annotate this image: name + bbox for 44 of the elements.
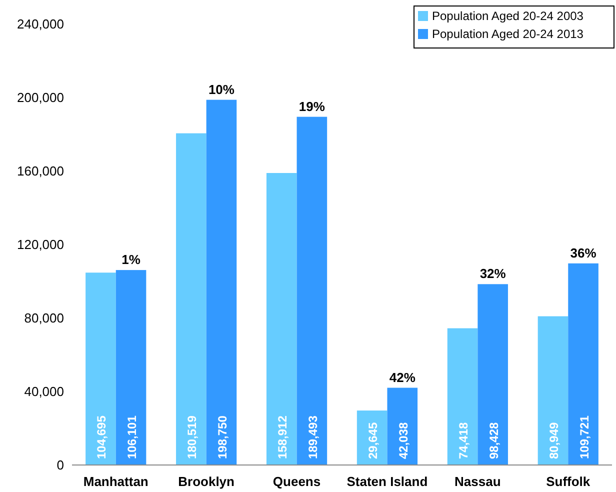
bar (266, 173, 297, 465)
y-tick-label: 120,000 (17, 237, 64, 252)
annotation: 1% (122, 252, 141, 268)
data-label: 109,721 (577, 415, 592, 459)
data-label: 106,101 (125, 415, 140, 459)
y-tick-label: 200,000 (17, 90, 64, 106)
data-label: 98,428 (486, 422, 501, 459)
annotation: 36% (570, 245, 597, 260)
data-label: 158,912 (276, 415, 290, 459)
legend-label: Population Aged 20-24 2013 (432, 27, 584, 42)
bar (296, 116, 328, 465)
y-tick-label: 240,000 (17, 16, 64, 32)
data-label: 74,418 (456, 422, 471, 459)
bar (387, 388, 418, 465)
bar (538, 316, 568, 465)
data-label: 198,750 (215, 415, 230, 459)
x-tick-label: Queens (272, 474, 321, 489)
x-tick-label: Manhattan (83, 474, 148, 489)
bar (447, 328, 478, 465)
data-label: 104,695 (94, 415, 109, 459)
y-tick-label: 80,000 (24, 310, 64, 326)
bar (568, 263, 598, 465)
x-tick-label: Suffolk (546, 474, 591, 489)
annotation: 10% (208, 82, 235, 97)
x-tick-label: Brooklyn (178, 474, 235, 489)
data-label: 80,949 (546, 422, 561, 459)
bar (176, 133, 206, 465)
legend-label: Population Aged 20-24 2003 (432, 9, 584, 24)
bar (116, 270, 146, 465)
bar (478, 284, 508, 465)
y-tick-label: 40,000 (24, 384, 64, 400)
data-label: 180,519 (185, 415, 200, 459)
annotation: 19% (298, 98, 326, 114)
bar (86, 272, 116, 465)
data-label: 42,038 (396, 422, 410, 459)
y-tick-label: 160,000 (17, 164, 64, 179)
x-tick-label: Nassau (454, 474, 501, 489)
data-label: 189,493 (306, 415, 320, 459)
data-label: 29,645 (366, 422, 380, 459)
x-tick-label: Staten Island (346, 474, 428, 489)
annotation: 42% (389, 370, 416, 385)
y-tick-label: 0 (56, 458, 64, 473)
bar (206, 100, 237, 465)
annotation: 32% (480, 266, 506, 282)
